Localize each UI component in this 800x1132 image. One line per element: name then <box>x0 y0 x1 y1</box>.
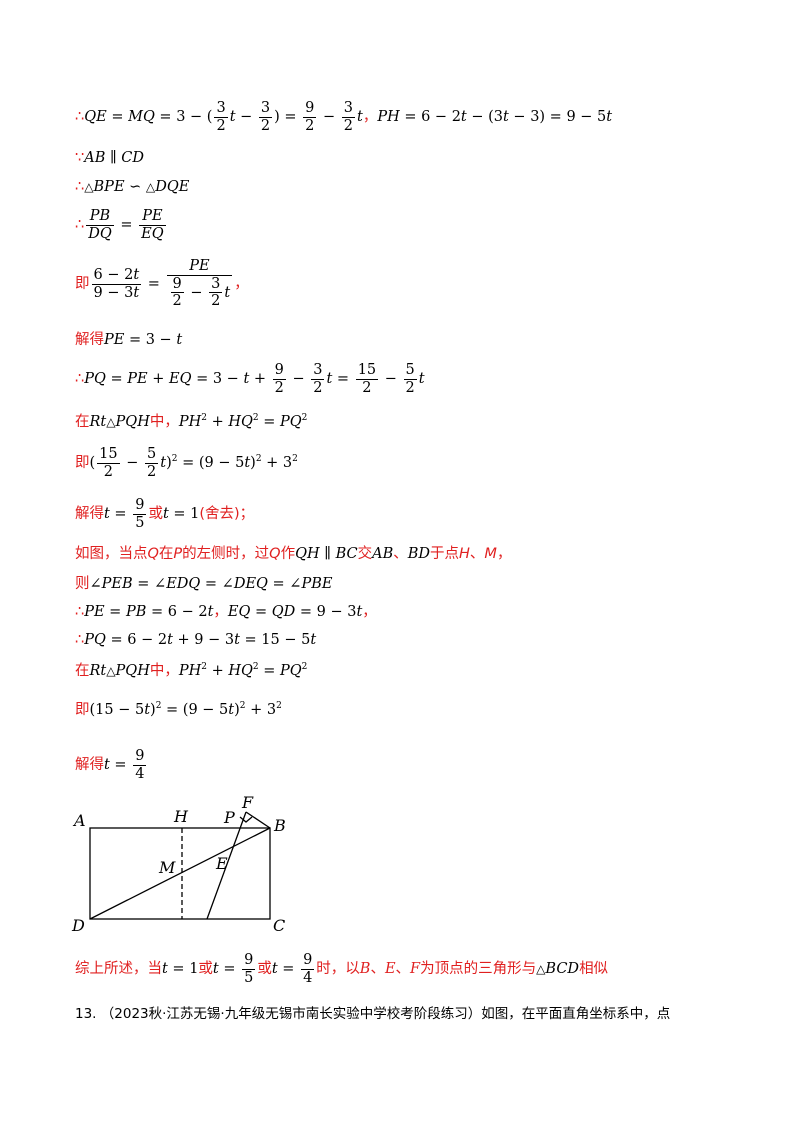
line-4: ∴ PB DQ = PE EQ <box>75 208 166 242</box>
line-2: ∵AB ∥ CD <box>75 150 145 166</box>
next-question: 13. （2023秋·江苏无锡·九年级无锡市南长实验中学校考阶段练习）如图，在平… <box>75 1006 671 1022</box>
line-8: 在Rt△PQH中，PH2 + HQ2 = PQ2 <box>75 413 308 430</box>
label-b: B <box>273 816 286 835</box>
line-3: ∴△BPE ∽ △DQE <box>75 179 190 195</box>
line-14: ∴PQ = 6 − 2t + 9 − 3t = 15 − 5t <box>75 632 317 648</box>
segment-qf <box>206 811 247 920</box>
rectangle-abcd <box>89 827 271 920</box>
label-d: D <box>71 916 85 935</box>
line-12: 则∠PEB = ∠EDQ = ∠DEQ = ∠PBE <box>75 576 333 592</box>
line-6: 解得PE = 3 − t <box>75 332 183 348</box>
right-angle-mark <box>239 816 253 823</box>
diagonal-bd <box>89 827 271 920</box>
line-15: 在Rt△PQH中，PH2 + HQ2 = PQ2 <box>75 662 308 679</box>
line-16: 即(15 − 5t)2 = (9 − 5t)2 + 32 <box>75 701 282 718</box>
line-18: 综上所述，当t = 1或t = 9 5 或t = 9 4 时，以B、E、F为顶点的三角形… <box>75 952 609 986</box>
label-f: F <box>241 793 254 812</box>
line-11: 如图，当点Q在P的左侧时，过Q作QH ∥ BC交AB、BD于点H、M， <box>75 546 512 562</box>
line-10: 解得t = 9 5 或t = 1(舍去)； <box>75 497 255 531</box>
label-e: E <box>215 854 228 873</box>
label-m: M <box>158 858 176 877</box>
label-a: A <box>72 811 86 830</box>
label-h: H <box>173 807 189 826</box>
label-c: C <box>273 916 285 935</box>
line-13: ∴PE = PB = 6 − 2t，EQ = QD = 9 − 3t， <box>75 604 377 620</box>
segment-fb <box>245 811 271 829</box>
label-p: P <box>223 808 235 827</box>
geometry-diagram: A H P F B M E D C <box>71 793 286 935</box>
line-9: 即(15 2 − 5 2 t)2 = (9 − 5t)2 + 32 <box>75 446 298 480</box>
